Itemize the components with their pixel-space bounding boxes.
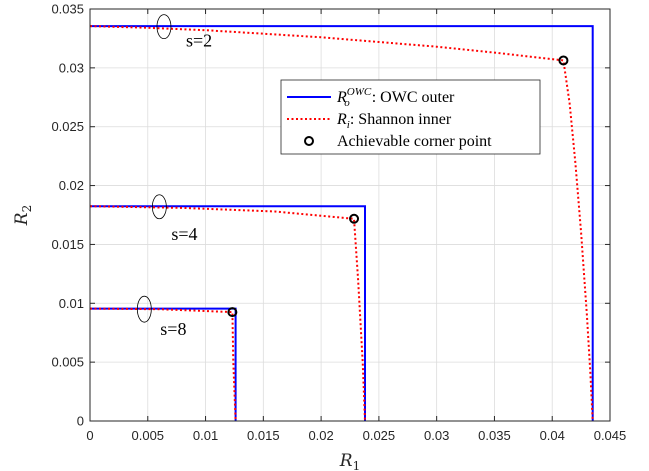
annotation-label-s=8: s=8 [160,319,186,339]
annotation-ellipse-s=8 [136,295,152,323]
y-tick-label: 0.005 [51,355,84,370]
x-tick-label: 0.02 [308,428,333,443]
inner-bound-s=8 [89,307,237,422]
legend-inner-text: Ri: Shannon inner [336,111,452,131]
outer-bound-s=4 [90,205,366,421]
outer-bound-s=2 [90,25,594,421]
y-tick-label: 0.035 [51,2,84,17]
x-tick-label: 0.035 [478,428,511,443]
corner-point-s=2 [558,55,569,66]
legend-outer-text: ROWC o: OWC outer [336,86,455,109]
x-tick-label: 0 [86,428,93,443]
annotation-ellipse-s=2 [156,14,172,40]
x-tick-label: 0.045 [594,428,627,443]
ticks: 0 0.005 0.01 0.015 0.02 0.025 0.03 0.035 0.04 0.0… [51,2,626,444]
y-tick-label: 0 [77,414,84,429]
plot-area: s=2 s=4 s=8 [89,14,594,422]
y-tick-label: 0.025 [51,119,84,134]
x-tick-label: 0.025 [363,428,396,443]
inner-bound-s=2 [89,25,594,422]
y-tick-label: 0.02 [59,178,84,193]
x-axis-label: R1 [339,451,360,471]
annotation-label-s=4: s=4 [171,224,197,244]
axes-frame [89,8,611,422]
y-tick-label: 0.01 [59,296,84,311]
legend-box [280,79,541,155]
grid [90,9,610,421]
x-tick-label: 0.01 [193,428,218,443]
corner-point-s=8 [227,307,238,318]
y-axis-label: R2 [12,205,34,226]
annotation-label-s=2: s=2 [186,31,212,51]
corner-point-s=4 [349,213,360,224]
legend-corner-marker [304,136,314,146]
x-tick-label: 0.015 [247,428,280,443]
legend-corner-text: Achievable corner point [337,133,492,150]
annotation-ellipse-s=4 [151,194,167,220]
y-tick-label: 0.015 [51,237,84,252]
legend: ROWC o: OWC outer Ri: Shannon inner Achie… [280,79,541,155]
y-tick-label: 0.03 [59,60,84,75]
x-tick-label: 0.03 [424,428,449,443]
inner-bound-s=4 [89,205,366,422]
x-tick-label: 0.04 [540,428,565,443]
x-tick-label: 0.005 [132,428,165,443]
